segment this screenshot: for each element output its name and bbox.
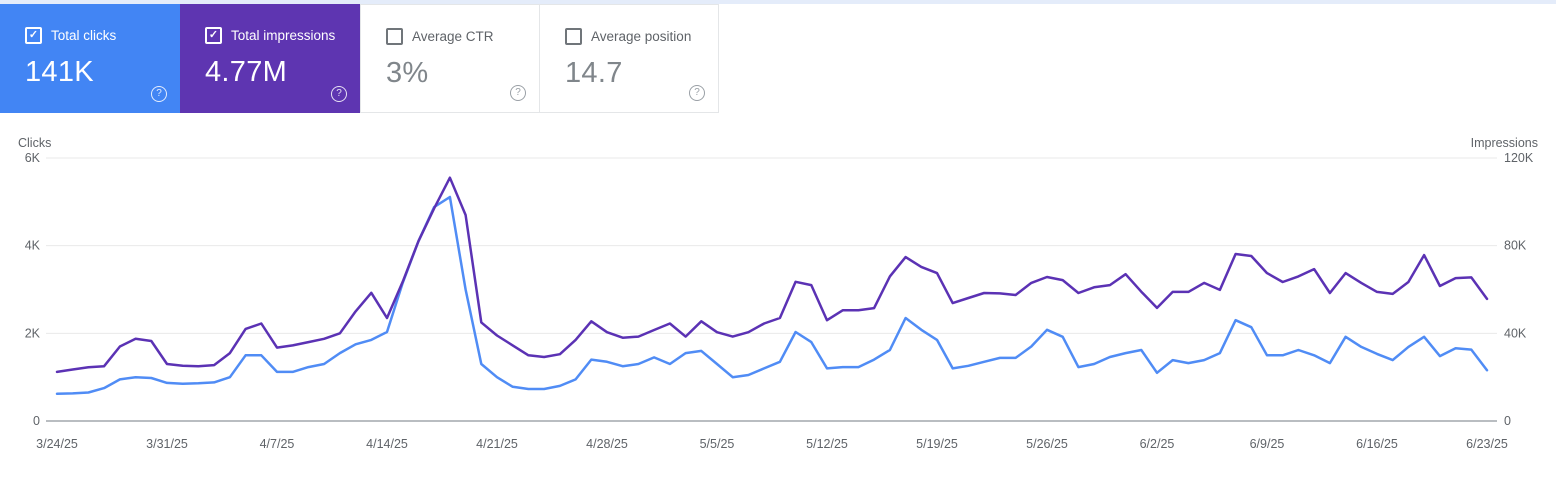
metric-card-total-clicks[interactable]: ✓ Total clicks 141K ? xyxy=(0,4,180,113)
metric-card-average-ctr[interactable]: ✓ Average CTR 3% ? xyxy=(360,4,540,113)
x-tick-label: 5/19/25 xyxy=(916,437,958,451)
x-tick-label: 3/31/25 xyxy=(146,437,188,451)
x-tick-label: 6/23/25 xyxy=(1466,437,1508,451)
left-y-tick-label: 6K xyxy=(25,151,41,165)
metric-value: 3% xyxy=(386,57,429,89)
metric-value: 141K xyxy=(25,56,94,88)
x-tick-label: 6/9/25 xyxy=(1250,437,1285,451)
right-axis-title: Impressions xyxy=(1470,136,1538,150)
help-icon[interactable]: ? xyxy=(689,85,705,101)
x-tick-label: 4/14/25 xyxy=(366,437,408,451)
x-tick-label: 4/28/25 xyxy=(586,437,628,451)
impressions-line[interactable] xyxy=(55,176,1489,374)
right-y-tick-label: 40K xyxy=(1504,326,1527,340)
metric-label: Total clicks xyxy=(51,28,117,43)
clicks-line[interactable] xyxy=(55,195,1489,396)
left-y-tick-label: 4K xyxy=(25,239,41,253)
x-tick-label: 5/5/25 xyxy=(700,437,735,451)
metric-value: 4.77M xyxy=(205,56,288,88)
x-tick-label: 5/26/25 xyxy=(1026,437,1068,451)
average-ctr-checkbox-icon[interactable]: ✓ xyxy=(386,28,403,45)
top-divider-strip xyxy=(0,0,1556,4)
metric-card-average-position[interactable]: ✓ Average position 14.7 ? xyxy=(539,4,719,113)
help-icon[interactable]: ? xyxy=(510,85,526,101)
metric-label: Average position xyxy=(591,29,692,44)
metric-label: Total impressions xyxy=(231,28,336,43)
left-y-tick-label: 2K xyxy=(25,326,41,340)
right-y-tick-label: 120K xyxy=(1504,151,1534,165)
x-tick-label: 6/2/25 xyxy=(1140,437,1175,451)
metric-value: 14.7 xyxy=(565,57,623,89)
right-y-tick-label: 0 xyxy=(1504,414,1511,428)
help-icon[interactable]: ? xyxy=(331,86,347,102)
left-y-tick-label: 0 xyxy=(33,414,40,428)
metric-card-total-impressions[interactable]: ✓ Total impressions 4.77M ? xyxy=(180,4,360,113)
x-tick-label: 4/7/25 xyxy=(260,437,295,451)
help-icon[interactable]: ? xyxy=(151,86,167,102)
total-clicks-checkbox-icon[interactable]: ✓ xyxy=(25,27,42,44)
total-impressions-checkbox-icon[interactable]: ✓ xyxy=(205,27,222,44)
x-tick-label: 4/21/25 xyxy=(476,437,518,451)
x-tick-label: 6/16/25 xyxy=(1356,437,1398,451)
x-tick-label: 3/24/25 xyxy=(36,437,78,451)
metric-cards-row: ✓ Total clicks 141K ? ✓ Total impression… xyxy=(0,4,719,113)
metric-label: Average CTR xyxy=(412,29,494,44)
right-y-tick-label: 80K xyxy=(1504,239,1527,253)
left-axis-title: Clicks xyxy=(18,136,52,150)
average-position-checkbox-icon[interactable]: ✓ xyxy=(565,28,582,45)
x-tick-label: 5/12/25 xyxy=(806,437,848,451)
